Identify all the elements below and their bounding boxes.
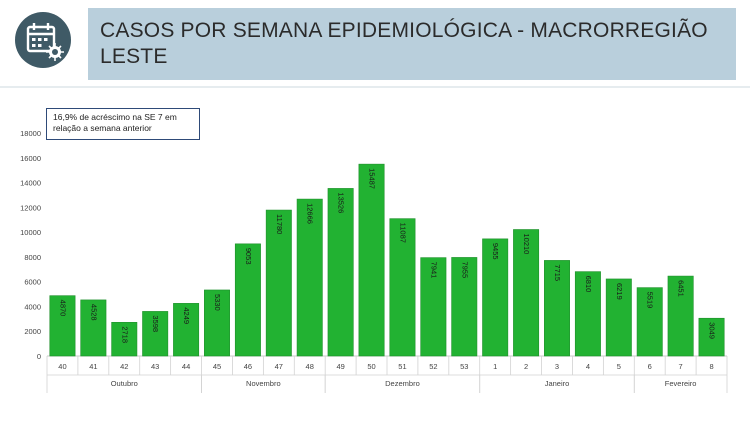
y-tick-label: 10000 [20, 228, 41, 237]
x-tick-label: 52 [429, 362, 437, 371]
bar [605, 278, 632, 357]
bar-value-label: 6451 [677, 280, 686, 297]
bar-value-label: 10210 [522, 234, 531, 255]
bar-value-label: 11780 [275, 214, 284, 234]
bar-value-label: 11087 [398, 223, 407, 243]
y-tick-label: 6000 [24, 278, 41, 287]
bar [389, 218, 416, 357]
bar-value-label: 7715 [553, 264, 562, 281]
bar [358, 163, 385, 357]
x-tick-label: 41 [89, 362, 97, 371]
bar [636, 287, 663, 357]
month-label: Fevereiro [665, 379, 697, 388]
bar [265, 209, 292, 357]
x-tick-label: 49 [336, 362, 344, 371]
bar-value-label: 4249 [182, 307, 191, 324]
bar [420, 257, 447, 357]
x-tick-label: 44 [182, 362, 190, 371]
x-tick-label: 6 [648, 362, 652, 371]
bar [80, 299, 107, 357]
x-tick-label: 48 [306, 362, 314, 371]
bar-value-label: 12666 [306, 203, 315, 224]
x-tick-label: 47 [275, 362, 283, 371]
bar [327, 188, 354, 357]
bar [451, 257, 478, 357]
bar [513, 229, 540, 357]
title-banner: CASOS POR SEMANA EPIDEMIOLÓGICA - MACROR… [88, 8, 736, 80]
bar [49, 295, 76, 357]
x-tick-label: 43 [151, 362, 159, 371]
bar [204, 289, 230, 357]
bar [698, 317, 725, 357]
bar-value-label: 9455 [491, 243, 500, 260]
y-tick-label: 8000 [24, 253, 41, 262]
x-tick-label: 7 [679, 362, 683, 371]
y-tick-label: 0 [37, 352, 41, 361]
bar [111, 322, 138, 357]
month-label: Janeiro [545, 379, 570, 388]
x-tick-label: 3 [555, 362, 559, 371]
bar [482, 238, 509, 357]
month-label: Outubro [111, 379, 138, 388]
bar [574, 271, 601, 357]
bar [296, 198, 323, 357]
x-tick-label: 5 [617, 362, 621, 371]
bar-value-label: 5330 [213, 294, 222, 311]
bar-value-label: 15487 [368, 168, 377, 189]
calendar-virus-icon [15, 12, 71, 68]
x-tick-label: 40 [58, 362, 66, 371]
bar [142, 311, 169, 357]
bar [667, 275, 694, 357]
page-title: CASOS POR SEMANA EPIDEMIOLÓGICA - MACROR… [100, 19, 708, 68]
bar [234, 243, 261, 357]
bar-value-label: 4528 [89, 304, 98, 321]
y-tick-label: 12000 [20, 203, 41, 212]
bar-value-label: 3598 [151, 315, 160, 332]
x-tick-label: 1 [493, 362, 497, 371]
month-label: Novembro [246, 379, 281, 388]
y-tick-label: 16000 [20, 154, 41, 163]
bar [173, 303, 200, 357]
bar-value-label: 13526 [337, 192, 346, 213]
y-tick-label: 14000 [20, 179, 41, 188]
annotation-box: 16,9% de acréscimo na SE 7 em relação a … [46, 108, 200, 140]
x-tick-label: 42 [120, 362, 128, 371]
bar-value-label: 7941 [429, 262, 438, 279]
x-tick-label: 51 [398, 362, 406, 371]
bar-value-label: 2718 [120, 326, 129, 343]
bar-value-label: 4870 [58, 300, 67, 317]
bar-value-label: 5519 [646, 292, 655, 309]
y-tick-label: 4000 [24, 302, 41, 311]
x-tick-label: 46 [244, 362, 252, 371]
x-tick-label: 53 [460, 362, 468, 371]
bar-value-label: 6810 [584, 276, 593, 293]
header-band: CASOS POR SEMANA EPIDEMIOLÓGICA - MACROR… [0, 0, 750, 86]
x-tick-label: 4 [586, 362, 590, 371]
y-tick-label: 18000 [20, 129, 41, 138]
x-tick-label: 2 [524, 362, 528, 371]
x-tick-label: 50 [367, 362, 375, 371]
bar-value-label: 9053 [244, 248, 253, 265]
header-divider [0, 86, 750, 88]
bar-value-label: 6219 [615, 283, 624, 300]
y-tick-label: 2000 [24, 327, 41, 336]
bar-value-label: 7955 [460, 261, 469, 278]
x-tick-label: 45 [213, 362, 221, 371]
month-label: Dezembro [385, 379, 420, 388]
bar-value-label: 3049 [708, 322, 717, 339]
bar [544, 260, 570, 357]
x-tick-label: 8 [709, 362, 713, 371]
